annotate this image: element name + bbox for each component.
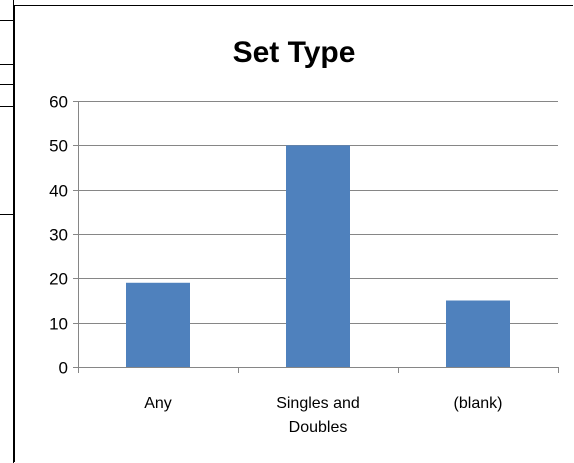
- cell-border: [13, 0, 14, 463]
- cell-border: [0, 84, 14, 85]
- x-tick-label: Any: [144, 395, 172, 412]
- x-tick-label: Singles and Doubles: [276, 395, 360, 436]
- y-tick-label: 10: [49, 315, 68, 334]
- bars: [126, 145, 510, 367]
- y-tick-label: 60: [49, 93, 68, 112]
- y-tick-label: 0: [59, 359, 68, 378]
- bar-2: [286, 145, 350, 367]
- chart-title: Set Type: [233, 36, 356, 69]
- x-tick-label-line: Singles and: [276, 395, 360, 412]
- cell-border: [0, 64, 14, 65]
- y-tick-label: 30: [49, 226, 68, 245]
- bar-3: [446, 300, 510, 367]
- y-tick-label: 20: [49, 270, 68, 289]
- y-tick-labels: 0 10 20 30 40 50 60: [49, 93, 68, 378]
- axes: [73, 101, 559, 373]
- spreadsheet-cell-strip: [0, 0, 14, 463]
- cell-border: [0, 214, 14, 215]
- x-tick-label-line: (blank): [454, 395, 503, 412]
- x-tick-labels: Any Singles and Doubles (blank): [144, 395, 502, 436]
- cell-border: [0, 106, 14, 107]
- x-tick-label-line: Any: [144, 395, 172, 412]
- bar-1: [126, 282, 190, 367]
- x-tick-label-line: Doubles: [289, 419, 348, 436]
- cell-border: [0, 20, 14, 21]
- x-tick-label: (blank): [454, 395, 503, 412]
- y-tick-label: 50: [49, 137, 68, 156]
- y-tick-label: 40: [49, 182, 68, 201]
